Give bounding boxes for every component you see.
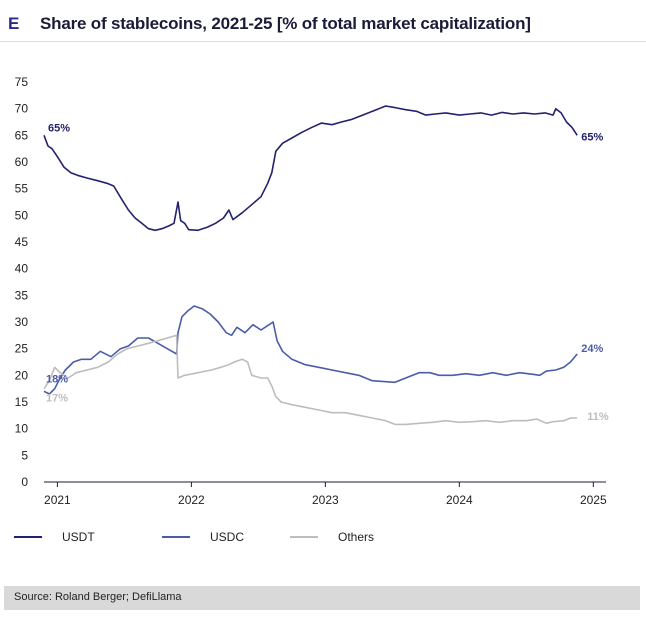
x-tick-label: 2022 bbox=[178, 493, 205, 507]
y-tick-label: 70 bbox=[15, 102, 29, 116]
legend-item-usdc: USDC bbox=[162, 530, 244, 544]
y-tick-label: 0 bbox=[21, 475, 28, 489]
x-tick-label: 2021 bbox=[44, 493, 71, 507]
y-tick-label: 15 bbox=[15, 395, 29, 409]
y-tick-label: 35 bbox=[15, 288, 29, 302]
y-tick-label: 50 bbox=[15, 208, 29, 222]
legend-label-usdt: USDT bbox=[62, 530, 95, 544]
y-tick-label: 5 bbox=[21, 448, 28, 462]
series-line-usdc bbox=[43, 305, 578, 395]
start-label-usdt: 65% bbox=[48, 122, 70, 134]
end-label-usdt: 65% bbox=[581, 131, 603, 143]
title-divider bbox=[0, 41, 646, 42]
legend-item-usdt: USDT bbox=[14, 530, 95, 544]
legend-label-others: Others bbox=[338, 530, 375, 544]
y-tick-label: 65 bbox=[15, 128, 29, 142]
y-tick-label: 10 bbox=[15, 422, 29, 436]
start-label-others: 17% bbox=[46, 393, 68, 405]
series-line-others bbox=[43, 334, 578, 426]
end-label-usdc: 24% bbox=[581, 343, 603, 355]
legend-item-others: Others bbox=[290, 530, 374, 544]
y-tick-label: 30 bbox=[15, 315, 29, 329]
y-tick-label: 45 bbox=[15, 235, 29, 249]
exhibit-letter: E bbox=[8, 14, 20, 33]
legend-label-usdc: USDC bbox=[210, 530, 245, 544]
x-tick-label: 2024 bbox=[446, 493, 473, 507]
y-tick-label: 75 bbox=[15, 75, 29, 89]
legend-swatch-usdc bbox=[162, 536, 190, 538]
y-tick-label: 25 bbox=[15, 342, 29, 356]
start-label-usdc: 18% bbox=[46, 373, 68, 385]
source-text: Source: Roland Berger; DefiLlama bbox=[14, 591, 182, 603]
title-row: E Share of stablecoins, 2021-25 [% of to… bbox=[8, 10, 638, 38]
source-bar: Source: Roland Berger; DefiLlama bbox=[4, 586, 640, 610]
series-line-usdt bbox=[43, 105, 578, 232]
x-tick-label: 2023 bbox=[312, 493, 339, 507]
x-tick-label: 2025 bbox=[580, 493, 607, 507]
y-tick-label: 60 bbox=[15, 155, 29, 169]
y-tick-label: 20 bbox=[15, 368, 29, 382]
legend-swatch-others bbox=[290, 536, 318, 538]
chart-title: Share of stablecoins, 2021-25 [% of tota… bbox=[40, 14, 531, 33]
y-tick-label: 55 bbox=[15, 182, 29, 196]
y-tick-label: 40 bbox=[15, 262, 29, 276]
chart-legend: USDT USDC Others bbox=[14, 530, 614, 550]
legend-swatch-usdt bbox=[14, 536, 42, 538]
end-label-others: 11% bbox=[587, 411, 609, 423]
